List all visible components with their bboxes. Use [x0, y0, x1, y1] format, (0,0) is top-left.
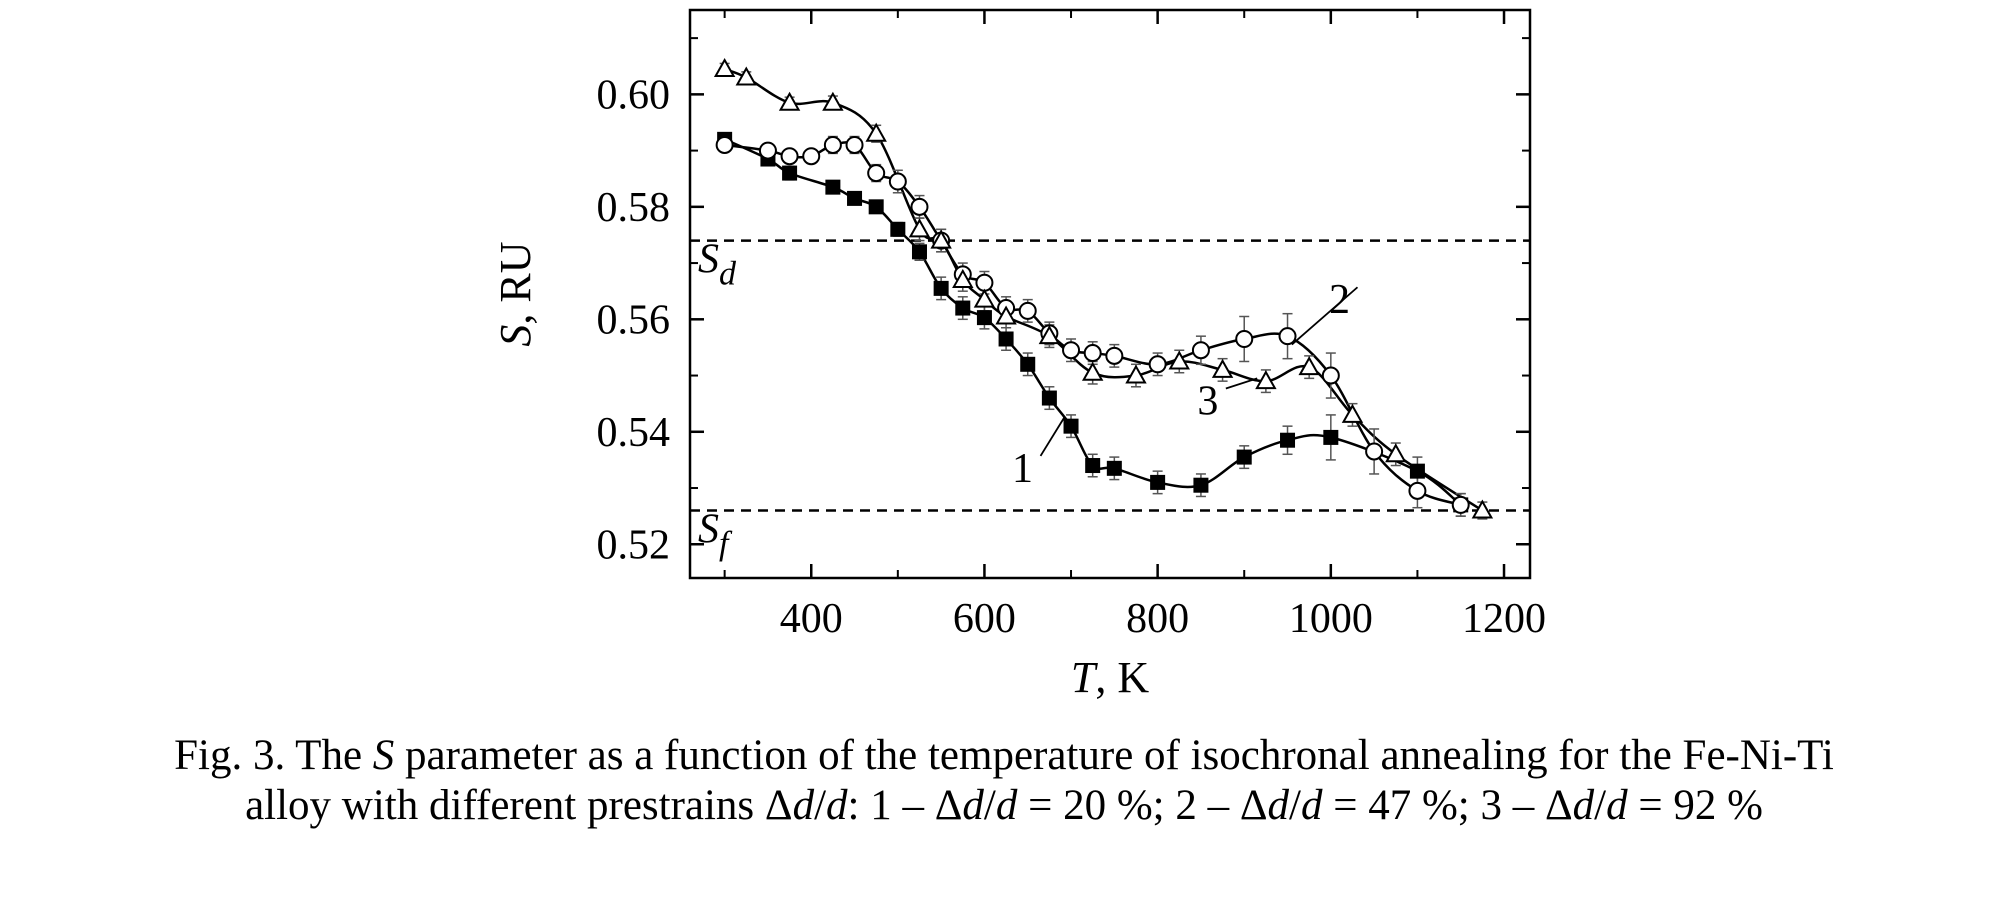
series-1-point: [847, 190, 863, 206]
series-3-point: [1471, 499, 1494, 519]
series-2-point: [823, 135, 842, 154]
series-2-point: [1408, 481, 1427, 500]
series-1-point: [1150, 474, 1166, 490]
series-1-point: [1041, 390, 1057, 406]
series-1-point: [1063, 418, 1079, 434]
series-1-point: [868, 199, 884, 215]
y-tick-label: 0.58: [597, 185, 671, 231]
series-1-point: [1236, 449, 1252, 465]
figure-caption-line-1: Fig. 3. The S parameter as a function of…: [174, 732, 1834, 779]
y-tick-label: 0.56: [597, 297, 671, 343]
series-3-point: [1125, 364, 1147, 384]
x-axis-title: T, K: [1071, 653, 1149, 702]
series-1-point: [1280, 432, 1296, 448]
series-2-point: [1191, 341, 1210, 360]
series-2-point: [1278, 327, 1297, 346]
series-1-point: [890, 221, 906, 237]
reference-lines: Sd Sf: [690, 237, 1530, 563]
y-tick-label: 0.54: [597, 410, 671, 456]
curve-label-leader: [1225, 377, 1258, 390]
series-3-point: [1168, 350, 1190, 370]
series-1-point: [1323, 429, 1339, 445]
axis-ticks: [690, 10, 1530, 578]
x-tick-label: 400: [780, 596, 843, 642]
series-2-curve: [724, 141, 1462, 507]
series-3-point: [1211, 358, 1234, 378]
series-2-point: [1062, 341, 1081, 360]
curve-label: 1: [1012, 446, 1033, 492]
y-tick-label: 0.60: [597, 72, 671, 118]
series-2-point: [888, 172, 907, 191]
series-2-point: [715, 135, 734, 154]
curve-label: 3: [1197, 378, 1218, 424]
x-tick-label: 1200: [1462, 596, 1546, 642]
series-3-point: [735, 66, 757, 86]
series-3-point: [952, 268, 974, 288]
series-2-point: [867, 164, 886, 183]
plot-frame: [688, 8, 1532, 580]
y-tick-label: 0.52: [597, 522, 671, 568]
y-axis-title: S, RU: [491, 241, 540, 346]
series-1-point: [911, 244, 927, 260]
series-2-point: [1105, 346, 1124, 365]
series-2-point: [1083, 344, 1102, 363]
curve-labels: 1 2 3: [1012, 277, 1359, 492]
series-3-point: [713, 58, 736, 78]
figure-caption-line-2: alloy with different prestrains Δd/d: 1 …: [245, 782, 1763, 829]
series-2-point: [802, 147, 821, 166]
series-2-point: [1148, 355, 1167, 374]
x-tick-label: 600: [953, 596, 1016, 642]
series-1-point: [825, 179, 841, 195]
x-tick-label: 1000: [1289, 596, 1373, 642]
series-1-point: [1106, 460, 1122, 476]
series-3-point: [1298, 356, 1320, 376]
series-3-point: [865, 122, 887, 142]
series-3-point: [995, 305, 1017, 325]
tick-labels: 400 600 800 1000 1200 0.52 0.54 0.56 0.58 0.60: [597, 72, 1547, 642]
reference-line-label: Sf: [698, 507, 733, 563]
series-3-point: [778, 91, 801, 111]
series-3-point: [1341, 403, 1364, 423]
series-3-point: [1255, 370, 1277, 390]
series-1-point: [1085, 458, 1101, 474]
series-1-point: [998, 331, 1014, 347]
series-2-point: [845, 135, 864, 154]
series-3-point: [1081, 361, 1104, 381]
series-3-point: [822, 91, 844, 111]
series-1-point: [782, 165, 798, 181]
series-1-point: [1409, 463, 1425, 479]
series-1-point: [933, 280, 949, 296]
curve-label-leader: [1291, 286, 1359, 346]
series-2-point: [1365, 442, 1384, 461]
series-3-point: [1038, 325, 1061, 345]
reference-line-label: Sd: [698, 237, 737, 293]
series-3-point: [1385, 443, 1407, 463]
data-markers: [713, 58, 1494, 519]
series-1-point: [1193, 477, 1209, 493]
series-2-point: [1451, 495, 1470, 514]
series-3-point: [908, 218, 931, 238]
series-2-point: [1321, 366, 1340, 385]
series-1-point: [976, 310, 992, 326]
chart: Sd Sf 400 600 800 1000 1200 0.52 0.54 0.56 0.58 0.…: [491, 8, 1547, 702]
series-2-point: [975, 273, 994, 292]
series-2-point: [910, 197, 929, 216]
x-tick-label: 800: [1126, 596, 1189, 642]
curve-label: 2: [1329, 277, 1350, 323]
series-2-point: [1018, 301, 1037, 320]
series-1-point: [955, 300, 971, 316]
series-2-point: [758, 141, 777, 160]
series-3-point: [930, 229, 952, 249]
curve-label-leader: [1039, 417, 1065, 457]
series-2-point: [1235, 329, 1254, 348]
series-2-point: [780, 147, 799, 166]
series-3-point: [973, 288, 996, 308]
series-1-point: [1020, 356, 1036, 372]
